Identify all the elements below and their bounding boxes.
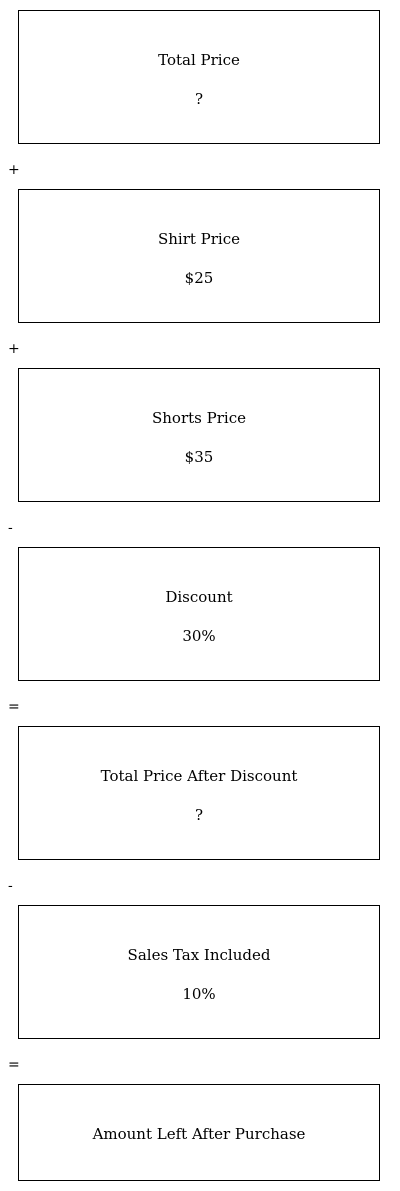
total-after-discount-value: ? <box>194 806 204 824</box>
sales-tax-box: Sales Tax Included 10% <box>18 905 380 1039</box>
minus-operator-1: - <box>8 520 13 536</box>
total-price-label: Total Price <box>158 51 240 69</box>
total-after-discount-label: Total Price After Discount <box>100 767 298 785</box>
amount-left-box: Amount Left After Purchase <box>18 1084 380 1181</box>
equals-operator-2: = <box>8 1057 20 1073</box>
shirt-price-value: $25 <box>184 269 214 287</box>
shirt-price-label: Shirt Price <box>157 230 241 248</box>
total-after-discount-box: Total Price After Discount ? <box>18 726 380 860</box>
shorts-price-box: Shorts Price $35 <box>18 368 380 502</box>
total-price-value: ? <box>194 90 204 108</box>
discount-label: Discount <box>165 588 233 606</box>
discount-box: Discount 30% <box>18 547 380 681</box>
sales-tax-label: Sales Tax Included <box>127 946 271 964</box>
sales-tax-value: 10% <box>182 985 216 1003</box>
shorts-price-label: Shorts Price <box>152 409 246 427</box>
minus-operator-2: - <box>8 878 13 894</box>
shorts-price-value: $35 <box>184 448 214 466</box>
shirt-price-box: Shirt Price $25 <box>18 189 380 323</box>
discount-value: 30% <box>182 627 216 645</box>
plus-operator-1: + <box>8 162 20 178</box>
equals-operator-1: = <box>8 699 20 715</box>
total-price-box: Total Price ? <box>18 10 380 144</box>
amount-left-label: Amount Left After Purchase <box>92 1125 306 1143</box>
plus-operator-2: + <box>8 341 20 357</box>
